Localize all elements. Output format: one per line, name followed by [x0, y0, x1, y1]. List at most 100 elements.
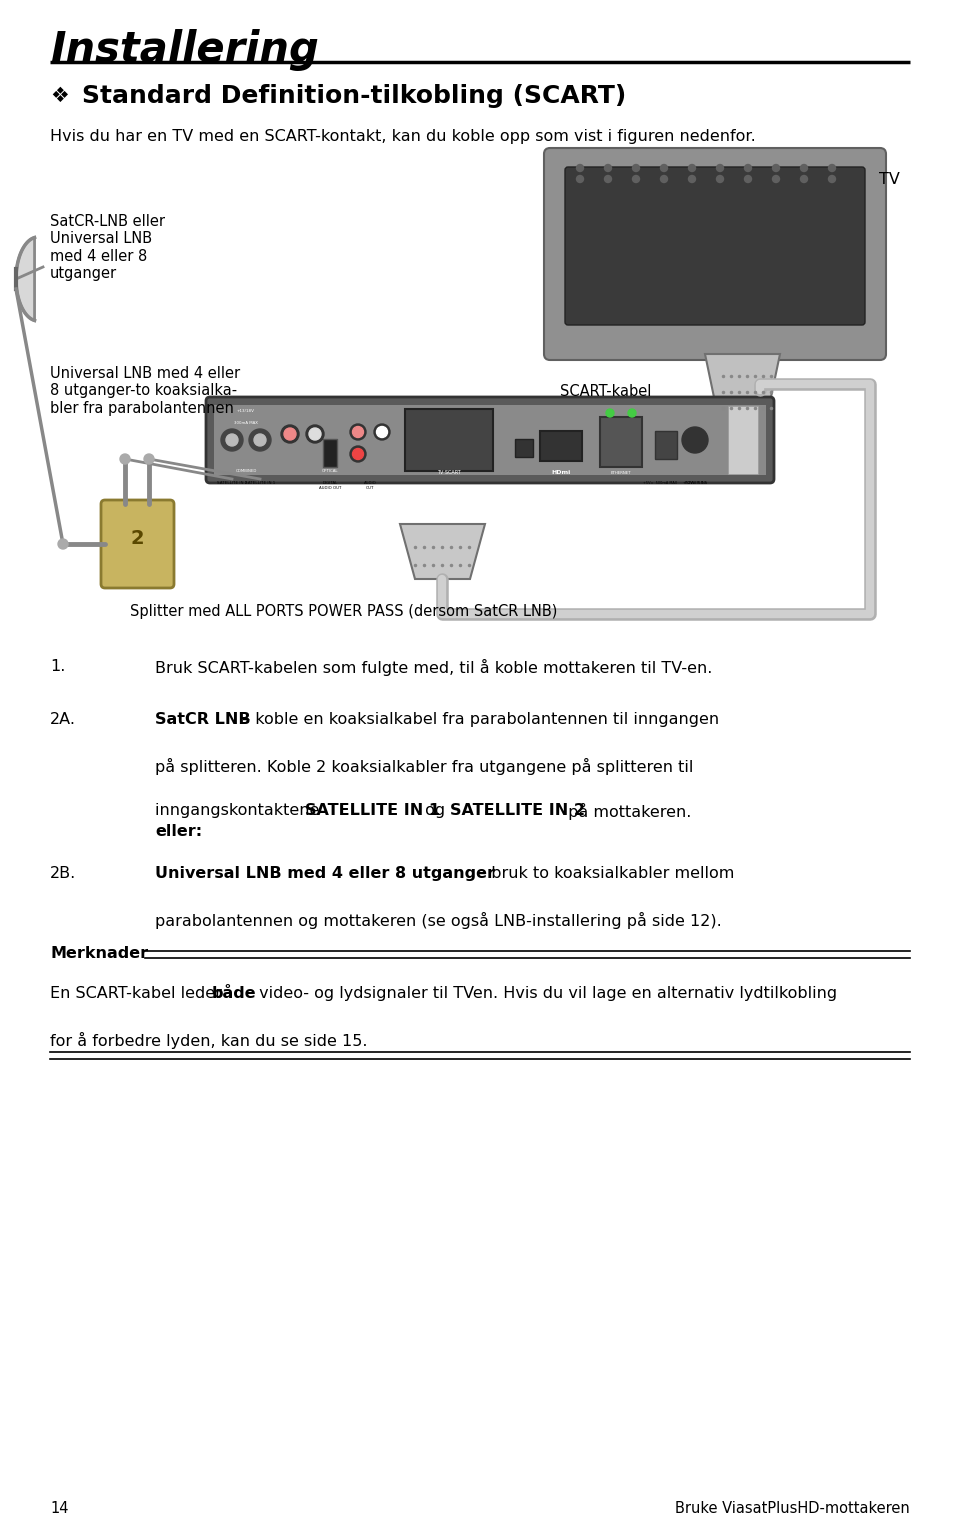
Text: – koble en koaksialkabel fra parabolantennen til inngangen: – koble en koaksialkabel fra parabolante…	[237, 712, 719, 727]
FancyBboxPatch shape	[214, 405, 766, 476]
Text: Merknader: Merknader	[50, 946, 148, 960]
Text: Splitter med ALL PORTS POWER PASS (dersom SatCR LNB): Splitter med ALL PORTS POWER PASS (derso…	[130, 604, 558, 620]
Text: AUDIO
OUT: AUDIO OUT	[364, 482, 376, 489]
Circle shape	[281, 425, 299, 443]
Circle shape	[745, 164, 752, 172]
Text: SATELLITE IN 1: SATELLITE IN 1	[305, 802, 440, 818]
Text: SATELLITE IN 2: SATELLITE IN 2	[450, 802, 585, 818]
Text: SCART-kabel: SCART-kabel	[560, 384, 652, 399]
Text: Universal LNB med 4 eller
8 utganger-to koaksialka-
bler fra parabolantennen: Universal LNB med 4 eller 8 utganger-to …	[50, 367, 240, 416]
Circle shape	[773, 164, 780, 172]
Circle shape	[773, 175, 780, 183]
Text: TV SCART: TV SCART	[437, 469, 461, 476]
FancyBboxPatch shape	[515, 439, 533, 457]
Circle shape	[605, 164, 612, 172]
Text: Universal LNB med 4 eller 8 utganger: Universal LNB med 4 eller 8 utganger	[155, 867, 495, 881]
Text: TV: TV	[879, 172, 900, 187]
Text: SATELLITE IN 2: SATELLITE IN 2	[217, 482, 247, 485]
Text: Standard Definition-tilkobling (SCART): Standard Definition-tilkobling (SCART)	[82, 84, 626, 107]
Text: 1.: 1.	[50, 660, 65, 673]
Circle shape	[633, 175, 639, 183]
Circle shape	[605, 175, 612, 183]
Circle shape	[628, 410, 636, 417]
Circle shape	[606, 410, 614, 417]
Circle shape	[660, 164, 667, 172]
Circle shape	[144, 454, 154, 463]
Text: +12V=  3.5 A: +12V= 3.5 A	[683, 482, 707, 485]
Text: SatCR-LNB eller
Universal LNB
med 4 eller 8
utganger: SatCR-LNB eller Universal LNB med 4 elle…	[50, 215, 165, 281]
FancyBboxPatch shape	[655, 431, 677, 459]
Circle shape	[660, 175, 667, 183]
Circle shape	[374, 423, 390, 440]
Text: 2: 2	[131, 529, 144, 549]
Circle shape	[350, 446, 366, 462]
Text: ETHERNET: ETHERNET	[611, 471, 632, 476]
Text: SATELLITE IN 1: SATELLITE IN 1	[245, 482, 276, 485]
FancyBboxPatch shape	[206, 397, 774, 483]
Circle shape	[801, 164, 807, 172]
FancyBboxPatch shape	[544, 147, 886, 360]
Circle shape	[350, 423, 366, 440]
Circle shape	[716, 164, 724, 172]
Circle shape	[352, 426, 364, 437]
Text: 2B.: 2B.	[50, 867, 76, 881]
Text: OPTICAL: OPTICAL	[322, 469, 338, 472]
Polygon shape	[705, 354, 780, 426]
Text: og: og	[420, 802, 450, 818]
Circle shape	[226, 434, 238, 446]
Text: Bruke ViasatPlusHD-mottakeren: Bruke ViasatPlusHD-mottakeren	[675, 1500, 910, 1516]
Text: Hvis du har en TV med en SCART-kontakt, kan du koble opp som vist i figuren nede: Hvis du har en TV med en SCART-kontakt, …	[50, 129, 756, 144]
Text: +13/18V: +13/18V	[237, 410, 255, 413]
Circle shape	[249, 430, 271, 451]
Text: SatCR LNB: SatCR LNB	[155, 712, 251, 727]
Text: Installering: Installering	[50, 29, 319, 71]
Circle shape	[376, 426, 388, 437]
Text: 14: 14	[50, 1500, 68, 1516]
Circle shape	[309, 428, 321, 440]
Circle shape	[745, 175, 752, 183]
Text: COMBINED: COMBINED	[235, 469, 256, 472]
Circle shape	[688, 164, 695, 172]
Text: 300mA MAX: 300mA MAX	[234, 420, 258, 425]
Circle shape	[682, 426, 708, 453]
Text: ❖: ❖	[50, 86, 69, 106]
FancyBboxPatch shape	[728, 407, 758, 474]
Text: video- og lydsignaler til TVen. Hvis du vil lage en alternativ lydtilkobling: video- og lydsignaler til TVen. Hvis du …	[254, 986, 837, 1002]
Text: både: både	[212, 986, 256, 1002]
Circle shape	[828, 175, 835, 183]
Circle shape	[120, 454, 130, 463]
Text: på splitteren. Koble 2 koaksialkabler fra utgangene på splitteren til: på splitteren. Koble 2 koaksialkabler fr…	[155, 758, 693, 775]
FancyBboxPatch shape	[565, 167, 865, 325]
Text: Bruk SCART-kabelen som fulgte med, til å koble mottakeren til TV-en.: Bruk SCART-kabelen som fulgte med, til å…	[155, 660, 712, 676]
Circle shape	[306, 425, 324, 443]
Circle shape	[577, 175, 584, 183]
FancyBboxPatch shape	[540, 431, 582, 462]
Text: HDmi: HDmi	[551, 469, 570, 476]
FancyBboxPatch shape	[323, 439, 337, 466]
Circle shape	[828, 164, 835, 172]
Circle shape	[633, 164, 639, 172]
Text: En SCART-kabel leder: En SCART-kabel leder	[50, 986, 227, 1002]
FancyBboxPatch shape	[600, 417, 642, 466]
Circle shape	[58, 538, 68, 549]
Text: på mottakeren.: på mottakeren.	[563, 802, 691, 821]
Text: DIGITAL
AUDIO OUT: DIGITAL AUDIO OUT	[319, 482, 341, 489]
FancyBboxPatch shape	[405, 410, 493, 471]
Text: for å forbedre lyden, kan du se side 15.: for å forbedre lyden, kan du se side 15.	[50, 1031, 368, 1049]
Circle shape	[577, 164, 584, 172]
Polygon shape	[400, 525, 485, 578]
Circle shape	[716, 175, 724, 183]
Text: inngangskontaktene: inngangskontaktene	[155, 802, 324, 818]
Circle shape	[221, 430, 243, 451]
Text: eller:: eller:	[155, 824, 203, 839]
Text: +5V=  500mA MAX: +5V= 500mA MAX	[643, 482, 677, 485]
Circle shape	[254, 434, 266, 446]
Text: POWER IN: POWER IN	[685, 482, 705, 485]
Text: parabolantennen og mottakeren (se også LNB-installering på side 12).: parabolantennen og mottakeren (se også L…	[155, 911, 722, 928]
FancyBboxPatch shape	[101, 500, 174, 588]
Circle shape	[688, 175, 695, 183]
Text: 2A.: 2A.	[50, 712, 76, 727]
Text: – bruk to koaksialkabler mellom: – bruk to koaksialkabler mellom	[473, 867, 734, 881]
Circle shape	[801, 175, 807, 183]
Polygon shape	[16, 238, 35, 321]
